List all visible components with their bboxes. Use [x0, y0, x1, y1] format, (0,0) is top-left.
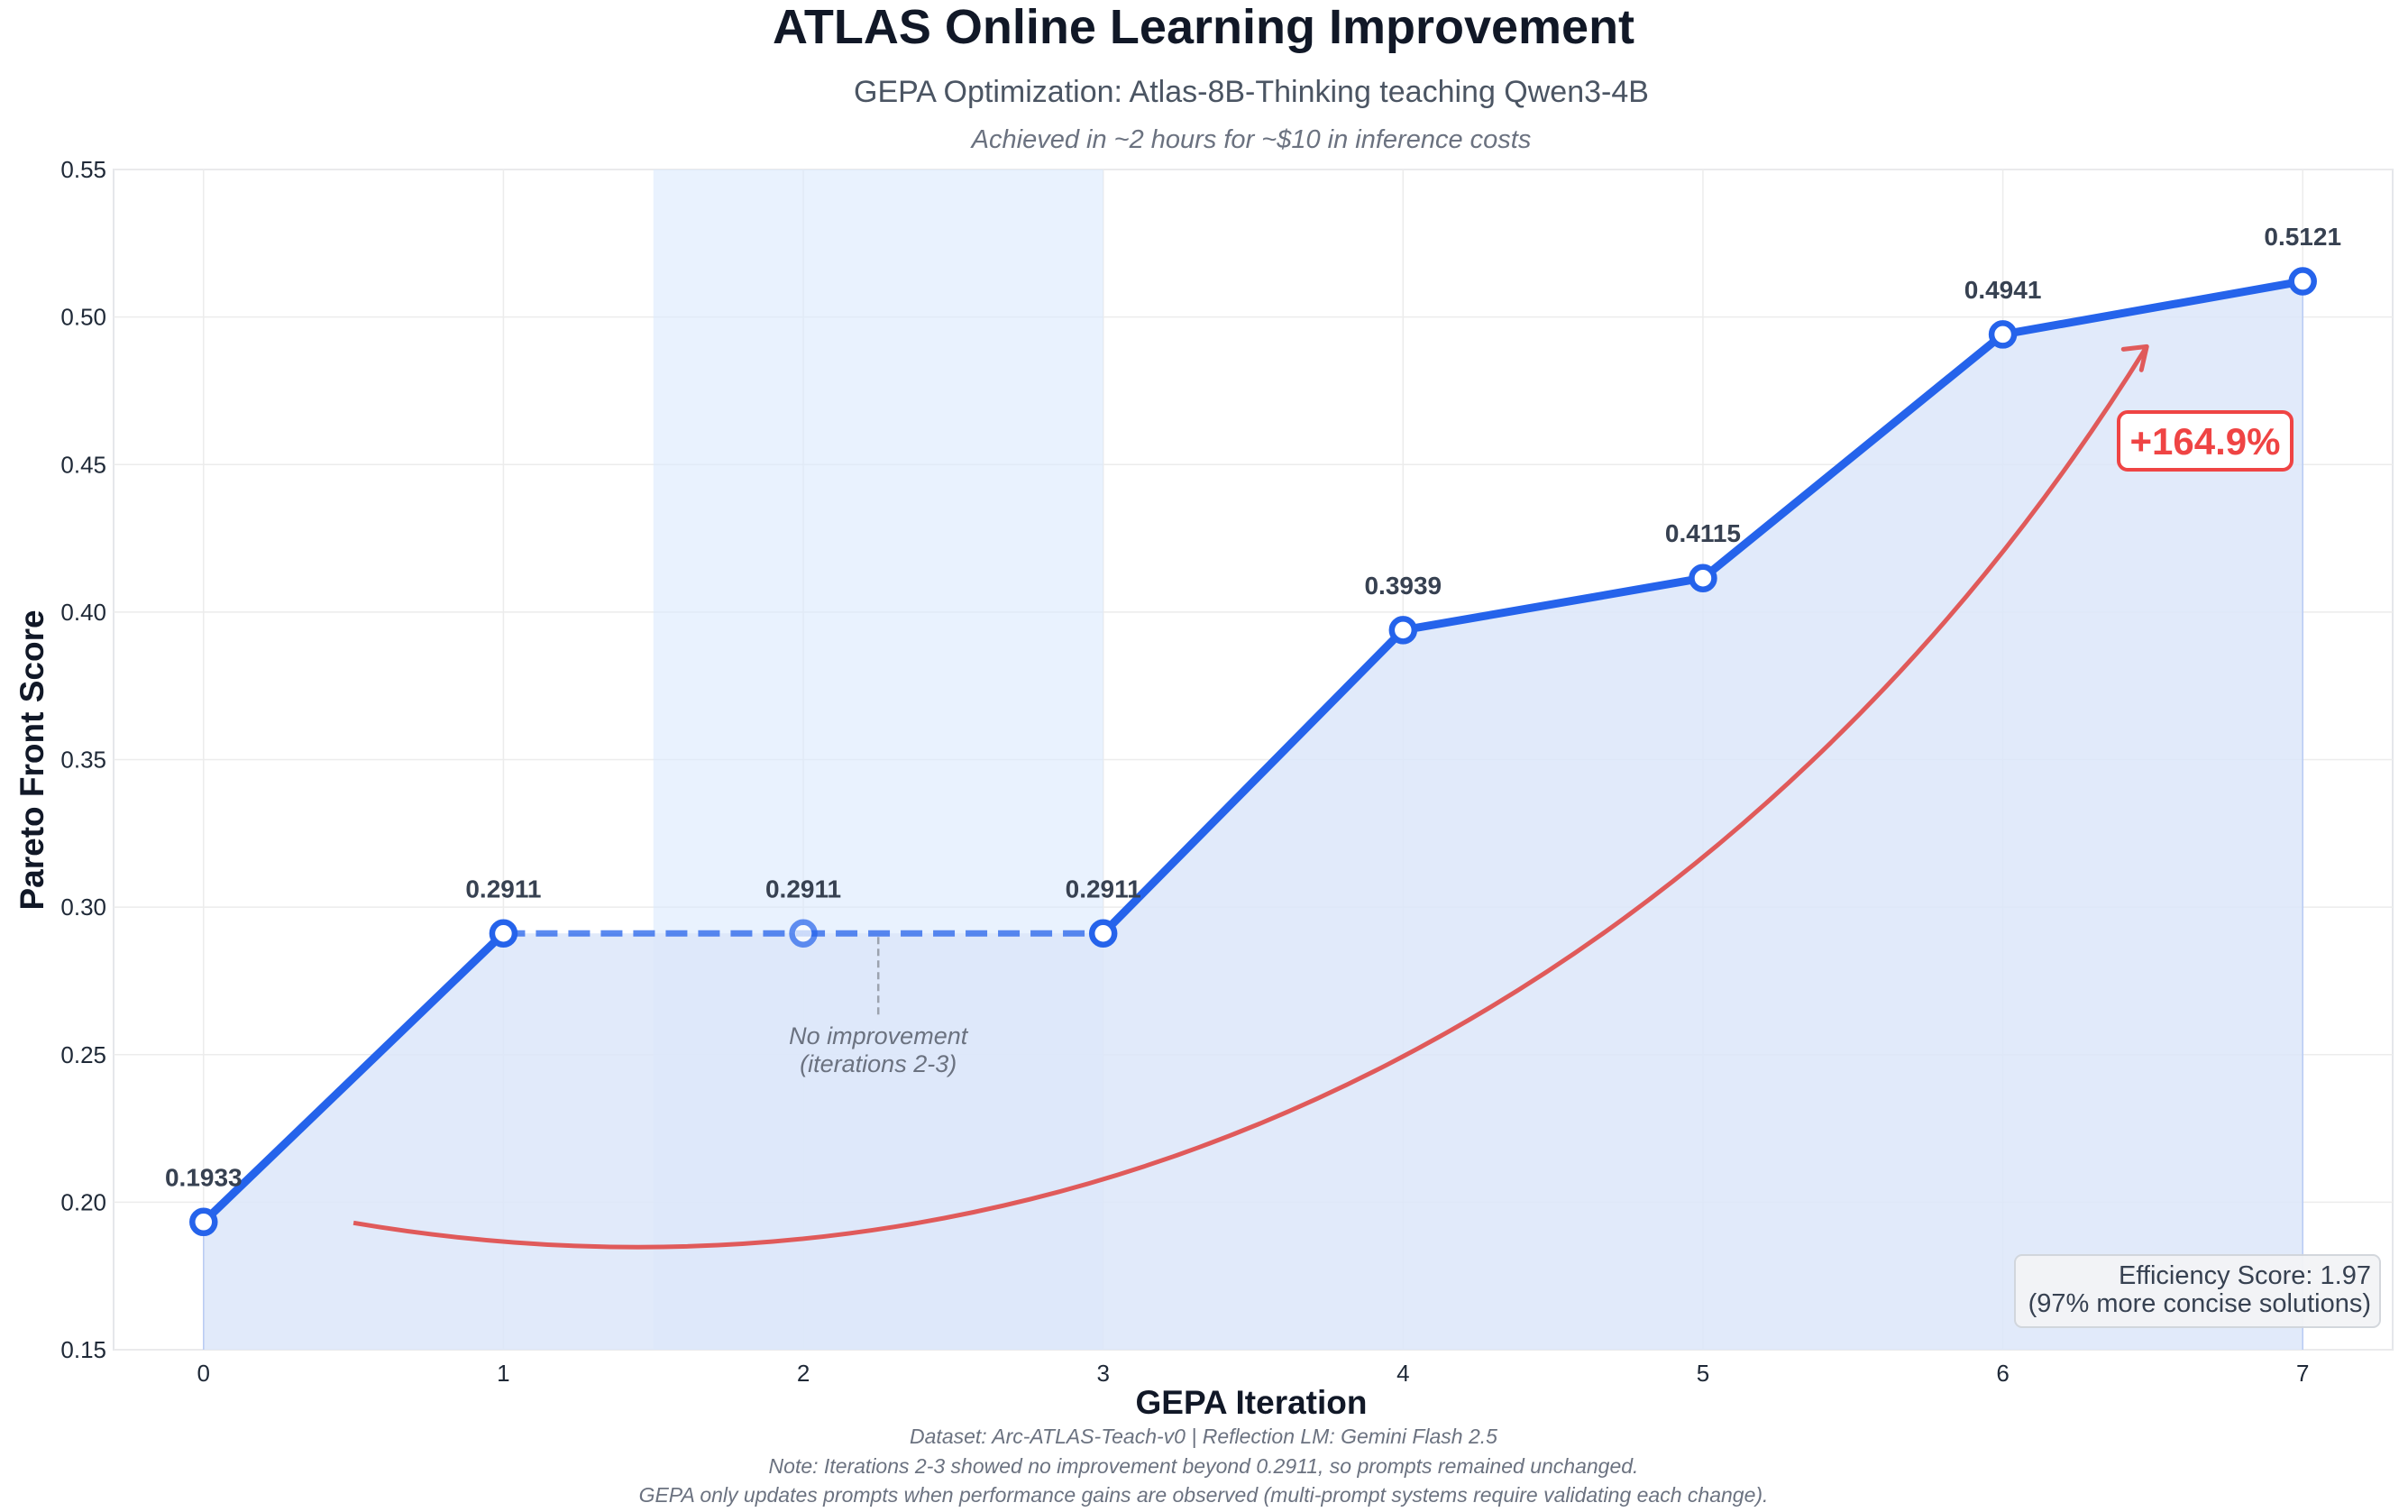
footnote-dataset: Dataset: Arc-ATLAS-Teach-v0 | Reflection…	[910, 1425, 1497, 1448]
data-point	[1988, 320, 2018, 349]
y-axis-label: Pareto Front Score	[14, 609, 50, 910]
chart-title: ATLAS Online Learning Improvement	[773, 0, 1634, 54]
footnote-gepa: GEPA only updates prompts when performan…	[639, 1483, 1769, 1507]
improvement-arrow-head	[2120, 344, 2149, 372]
x-tick-label: 4	[1396, 1360, 1409, 1387]
improvement-badge	[2117, 410, 2294, 472]
y-tick-label: 0.55	[60, 156, 106, 183]
data-label: 0.2911	[765, 875, 841, 903]
series-line-segment	[1099, 626, 1407, 938]
data-point	[489, 919, 518, 948]
x-tick-label: 5	[1697, 1360, 1709, 1387]
series-line-segment	[1398, 573, 1708, 635]
y-tick-label: 0.20	[60, 1188, 106, 1215]
data-point	[2288, 267, 2317, 296]
x-tick-label: 2	[797, 1360, 810, 1387]
no-improvement-annotation: (iterations 2-3)	[800, 1050, 957, 1077]
x-tick-label: 3	[1096, 1360, 1109, 1387]
improvement-percentage: +164.9%	[2130, 420, 2281, 463]
x-tick-label: 0	[197, 1360, 210, 1387]
y-tick-label: 0.15	[60, 1336, 106, 1363]
x-tick-label: 6	[1996, 1360, 2009, 1387]
series-line-segment	[1698, 330, 2008, 582]
plot-area: 0.1933 0.2911 0.2911 0.2911 0.3939 0.4115 0.49…	[60, 156, 2394, 1387]
x-tick-label: 7	[2296, 1360, 2309, 1387]
series-line-segment	[199, 929, 508, 1226]
x-axis-label: GEPA Iteration	[1136, 1384, 1368, 1421]
improvement-arrow-curve	[353, 345, 2149, 1250]
no-improvement-annotation: No improvement	[789, 1022, 969, 1049]
data-label: 0.2911	[465, 875, 541, 903]
efficiency-text: Efficiency Score: 1.97	[2119, 1261, 2371, 1290]
area-fill	[203, 281, 2303, 1351]
y-tick-label: 0.30	[60, 893, 106, 921]
efficiency-box	[2014, 1254, 2381, 1328]
y-tick-label: 0.40	[60, 599, 106, 626]
y-tick-label: 0.45	[60, 451, 106, 478]
x-tick-label: 1	[497, 1360, 509, 1387]
y-tick-label: 0.35	[60, 747, 106, 774]
data-point	[1388, 616, 1418, 645]
chart-subtitle-secondary: Achieved in ~2 hours for ~$10 in inferen…	[970, 125, 1532, 154]
efficiency-text: (97% more concise solutions)	[2028, 1289, 2371, 1318]
data-point	[189, 1207, 218, 1237]
data-point	[789, 919, 818, 948]
chart-subtitle: GEPA Optimization: Atlas-8B-Thinking tea…	[854, 75, 1649, 109]
y-tick-label: 0.25	[60, 1041, 106, 1068]
data-label: 0.5121	[2264, 223, 2341, 251]
data-label: 0.3939	[1364, 572, 1442, 600]
footnote-note: Note: Iterations 2-3 showed no improveme…	[769, 1454, 1639, 1478]
series-line-segment	[1999, 277, 2307, 339]
y-tick-label: 0.50	[60, 304, 106, 331]
data-label: 0.4115	[1665, 519, 1741, 547]
data-label: 0.2911	[1066, 875, 1141, 903]
data-label: 0.1933	[165, 1163, 243, 1191]
data-point	[1088, 919, 1118, 948]
data-label: 0.4941	[1964, 276, 2042, 304]
data-point	[1689, 564, 1717, 592]
